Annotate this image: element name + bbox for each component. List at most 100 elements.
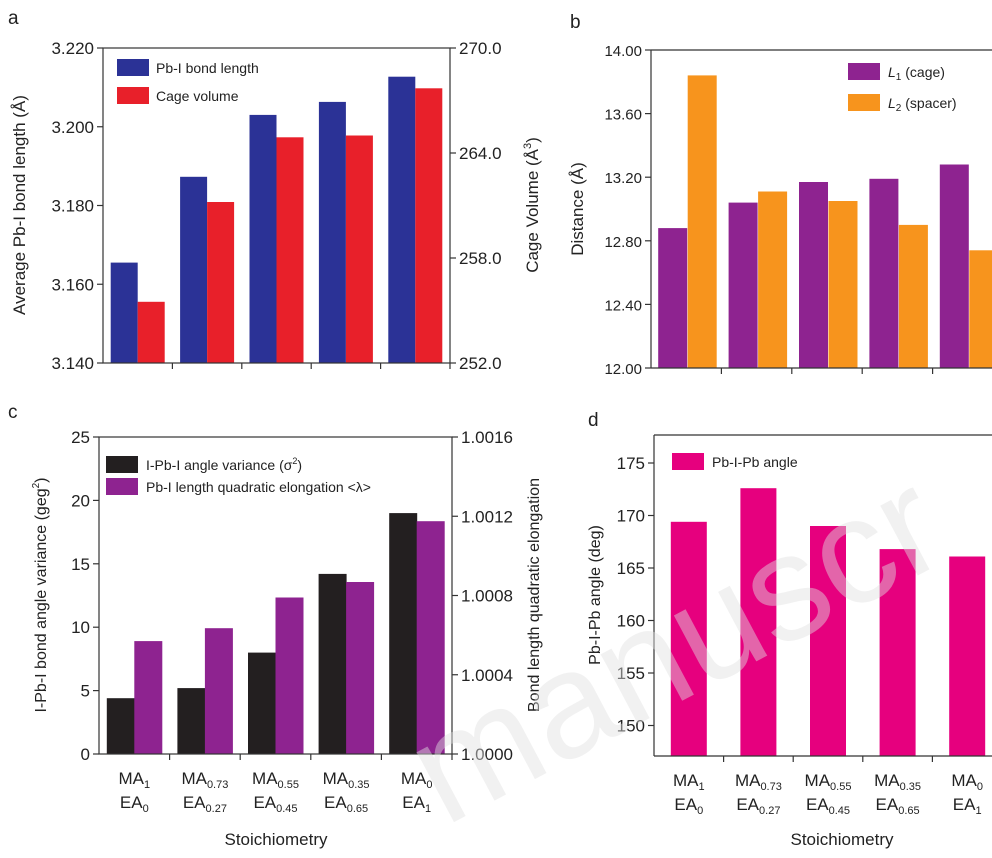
bar-l2-spacer-1 [687, 75, 717, 369]
panel-letter-d: d [588, 410, 599, 431]
panel-c-category-label-top: MA0.73 [181, 769, 228, 791]
bar-pb-i-pb-angle-2 [740, 488, 777, 756]
category-base: EA [953, 795, 976, 814]
panel-a-y-ticks: 3.140 3.160 3.180 3.200 3.220 [51, 39, 103, 373]
category-base: EA [674, 795, 697, 814]
category-base: MA [323, 769, 349, 788]
panel-d-category-label-bottom: EA0.27 [736, 795, 780, 817]
category-base: EA [806, 795, 829, 814]
legend-swatch-angle-variance [106, 456, 138, 473]
legend-swatch-quadratic-elongation [106, 478, 138, 495]
category-base: EA [253, 793, 276, 812]
category-subscript: 0.45 [829, 805, 850, 817]
bar-cage-volume-4 [345, 135, 373, 363]
legend-angle-variance-rest: ) [297, 457, 302, 473]
panel-b-ytick-label: 12.00 [604, 361, 642, 378]
bar-cage-volume-5 [415, 88, 443, 364]
panel-c-legend: I-Pb-I angle variance (σ2) Pb-I length q… [106, 456, 371, 495]
bar-angle-variance-1 [106, 698, 135, 754]
panel-d-ytick-label: 160 [617, 612, 645, 631]
panel-d-xlabel: Stoichiometry [791, 830, 894, 849]
category-base: MA [673, 771, 699, 790]
panel-c-category-label-bottom: EA0 [120, 793, 149, 815]
panel-d-bars [670, 488, 986, 756]
panel-c-ytick-label: 0 [81, 745, 90, 764]
bar-cage-volume-1 [137, 301, 165, 364]
category-base: MA [874, 771, 900, 790]
bar-quadratic-elongation-4 [346, 582, 375, 754]
legend-l2-sub: 2 [896, 103, 902, 114]
panel-a-legend: Pb-I bond length Cage volume [117, 59, 259, 104]
legend-swatch-pb-i-bond-length [117, 59, 149, 76]
legend-l1-rest: (cage) [901, 64, 945, 80]
panel-d-category-label-top: MA0 [951, 771, 983, 793]
panel-c-y2-ticks: 1.0000 1.0004 1.0008 1.0012 1.0016 [452, 428, 513, 764]
legend-l2-main: L [888, 95, 896, 111]
panel-c-y2label: Bond length quadratic elongation [526, 478, 543, 712]
panel-d-ytick-label: 155 [617, 664, 645, 683]
legend-label-l2-spacer: L2 (spacer) [888, 95, 957, 114]
panel-b-ytick-label: 13.20 [604, 170, 642, 187]
panel-d-category-labels: MA1EA0MA0.73EA0.27MA0.55EA0.45MA0.35EA0.… [673, 771, 983, 817]
panel-c-category-label-bottom: EA0.45 [253, 793, 297, 815]
category-base: MA [252, 769, 278, 788]
panel-letter-a: a [8, 8, 19, 29]
category-base: MA [735, 771, 761, 790]
panel-b-ytick-label: 13.60 [604, 107, 642, 124]
panel-a-y2tick-label: 258.0 [459, 249, 502, 268]
panel-c-ytick-label: 20 [71, 491, 90, 510]
panel-b-legend: L1 (cage) L2 (spacer) [848, 63, 957, 114]
panel-c-ylabel-main: I-Pb-I bond angle variance (geg [33, 488, 50, 712]
bar-angle-variance-3 [248, 652, 276, 754]
panel-a-y2-ticks: 252.0 258.0 264.0 270.0 [450, 39, 502, 373]
legend-angle-variance-sup: 2 [292, 456, 297, 466]
panel-a-y2tick-label: 264.0 [459, 144, 502, 163]
panel-c-category-label-top: MA0.35 [323, 769, 370, 791]
panel-d-ylabel: Pb-I-Pb angle (deg) [587, 525, 604, 665]
panel-letter-b: b [570, 12, 581, 33]
panel-c-bars [106, 513, 445, 754]
bar-l1-cage-2 [728, 202, 758, 368]
bar-pb-i-bond-length-3 [249, 114, 277, 364]
category-base: EA [120, 793, 143, 812]
panel-c-category-labels: MA1EA0MA0.73EA0.27MA0.55EA0.45MA0.35EA0.… [118, 769, 432, 815]
panel-c-xlabel: Stoichiometry [225, 830, 328, 849]
panel-c-ylabel-end: ) [33, 477, 50, 482]
panel-letter-c: c [8, 402, 18, 423]
bar-l2-spacer-4 [898, 224, 928, 368]
bar-pb-i-bond-length-2 [180, 176, 208, 363]
category-subscript: 0.35 [900, 781, 921, 793]
panel-c-category-label-bottom: EA0.65 [324, 793, 368, 815]
panel-c-category-label-bottom: EA1 [402, 793, 431, 815]
panel-a-x-ticks [171, 363, 451, 369]
category-base: MA [805, 771, 831, 790]
panel-b-ytick-label: 12.40 [604, 297, 642, 314]
panel-d-category-label-top: MA1 [673, 771, 705, 793]
bar-pb-i-bond-length-4 [318, 101, 346, 364]
bar-angle-variance-4 [318, 573, 347, 754]
legend-swatch-l1-cage [848, 63, 880, 80]
bar-pb-i-pb-angle-5 [949, 556, 986, 756]
panel-a-y2tick-label: 252.0 [459, 354, 502, 373]
category-base: EA [183, 793, 206, 812]
bar-quadratic-elongation-1 [134, 641, 163, 754]
panel-c-y2tick-label: 1.0000 [461, 745, 513, 764]
panel-a-ylabel: Average Pb-I bond length (Å) [10, 95, 29, 315]
category-base: MA [118, 769, 144, 788]
legend-swatch-pb-i-pb-angle [672, 453, 704, 470]
category-subscript: 0 [977, 781, 983, 793]
panel-a-ytick-label: 3.140 [51, 354, 94, 373]
legend-swatch-l2-spacer [848, 94, 880, 111]
panel-d-x-ticks [722, 756, 934, 762]
bar-cage-volume-2 [207, 202, 235, 363]
bar-angle-variance-2 [177, 688, 206, 754]
category-base: MA [401, 769, 427, 788]
panel-d-category-label-bottom: EA1 [953, 795, 982, 817]
legend-label-pb-i-pb-angle: Pb-I-Pb angle [712, 454, 798, 470]
category-base: EA [402, 793, 425, 812]
legend-angle-variance-main: I-Pb-I angle variance (σ [146, 457, 293, 473]
category-base: EA [324, 793, 347, 812]
panel-c-y2tick-label: 1.0012 [461, 507, 513, 526]
bar-l2-spacer-2 [758, 191, 788, 368]
